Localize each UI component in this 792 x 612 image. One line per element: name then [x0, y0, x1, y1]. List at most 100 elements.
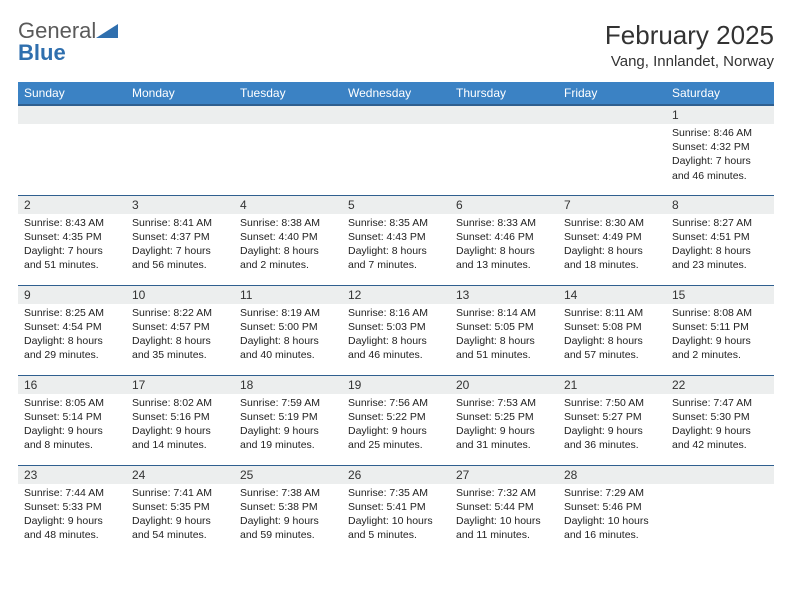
sunset-line: Sunset: 5:25 PM [456, 410, 552, 424]
sunset-line: Sunset: 4:32 PM [672, 140, 768, 154]
sunrise-line: Sunrise: 7:29 AM [564, 486, 660, 500]
daylight-line: Daylight: 8 hours and 13 minutes. [456, 244, 552, 272]
day-number: 19 [342, 376, 450, 394]
sunrise-line: Sunrise: 8:22 AM [132, 306, 228, 320]
day-body: Sunrise: 7:50 AMSunset: 5:27 PMDaylight:… [558, 394, 666, 457]
day-body: Sunrise: 8:46 AMSunset: 4:32 PMDaylight:… [666, 124, 774, 187]
daylight-line: Daylight: 9 hours and 14 minutes. [132, 424, 228, 452]
sunset-line: Sunset: 5:16 PM [132, 410, 228, 424]
sunset-line: Sunset: 5:08 PM [564, 320, 660, 334]
sunset-line: Sunset: 5:14 PM [24, 410, 120, 424]
day-body: Sunrise: 8:38 AMSunset: 4:40 PMDaylight:… [234, 214, 342, 277]
day-body: Sunrise: 7:53 AMSunset: 5:25 PMDaylight:… [450, 394, 558, 457]
day-body: Sunrise: 7:47 AMSunset: 5:30 PMDaylight:… [666, 394, 774, 457]
weekday-header: Monday [126, 82, 234, 105]
day-number: 7 [558, 196, 666, 214]
sunset-line: Sunset: 4:54 PM [24, 320, 120, 334]
day-body: Sunrise: 8:30 AMSunset: 4:49 PMDaylight:… [558, 214, 666, 277]
sunrise-line: Sunrise: 8:05 AM [24, 396, 120, 410]
day-body-empty [342, 124, 450, 184]
day-number: 18 [234, 376, 342, 394]
day-number: 11 [234, 286, 342, 304]
day-number: 24 [126, 466, 234, 484]
sunrise-line: Sunrise: 8:41 AM [132, 216, 228, 230]
calendar-cell: 13Sunrise: 8:14 AMSunset: 5:05 PMDayligh… [450, 285, 558, 375]
calendar-cell [126, 105, 234, 195]
day-number: 25 [234, 466, 342, 484]
sunrise-line: Sunrise: 8:46 AM [672, 126, 768, 140]
calendar-cell: 25Sunrise: 7:38 AMSunset: 5:38 PMDayligh… [234, 465, 342, 555]
day-body-empty [18, 124, 126, 184]
weekday-header: Sunday [18, 82, 126, 105]
calendar-week: 23Sunrise: 7:44 AMSunset: 5:33 PMDayligh… [18, 465, 774, 555]
day-number: 27 [450, 466, 558, 484]
sunset-line: Sunset: 4:51 PM [672, 230, 768, 244]
daylight-line: Daylight: 10 hours and 16 minutes. [564, 514, 660, 542]
weekday-header: Tuesday [234, 82, 342, 105]
calendar-cell: 1Sunrise: 8:46 AMSunset: 4:32 PMDaylight… [666, 105, 774, 195]
sunrise-line: Sunrise: 7:32 AM [456, 486, 552, 500]
daylight-line: Daylight: 9 hours and 48 minutes. [24, 514, 120, 542]
calendar-cell: 23Sunrise: 7:44 AMSunset: 5:33 PMDayligh… [18, 465, 126, 555]
sunrise-line: Sunrise: 7:35 AM [348, 486, 444, 500]
sunset-line: Sunset: 5:38 PM [240, 500, 336, 514]
daylight-line: Daylight: 9 hours and 19 minutes. [240, 424, 336, 452]
day-body: Sunrise: 8:08 AMSunset: 5:11 PMDaylight:… [666, 304, 774, 367]
calendar-cell: 28Sunrise: 7:29 AMSunset: 5:46 PMDayligh… [558, 465, 666, 555]
day-number: 6 [450, 196, 558, 214]
calendar-cell: 2Sunrise: 8:43 AMSunset: 4:35 PMDaylight… [18, 195, 126, 285]
calendar-cell [450, 105, 558, 195]
daylight-line: Daylight: 9 hours and 25 minutes. [348, 424, 444, 452]
sunset-line: Sunset: 5:05 PM [456, 320, 552, 334]
calendar-week: 2Sunrise: 8:43 AMSunset: 4:35 PMDaylight… [18, 195, 774, 285]
calendar-cell: 4Sunrise: 8:38 AMSunset: 4:40 PMDaylight… [234, 195, 342, 285]
day-body: Sunrise: 7:29 AMSunset: 5:46 PMDaylight:… [558, 484, 666, 547]
calendar-cell: 5Sunrise: 8:35 AMSunset: 4:43 PMDaylight… [342, 195, 450, 285]
calendar-cell: 11Sunrise: 8:19 AMSunset: 5:00 PMDayligh… [234, 285, 342, 375]
sunrise-line: Sunrise: 8:33 AM [456, 216, 552, 230]
day-number: 9 [18, 286, 126, 304]
calendar-cell: 17Sunrise: 8:02 AMSunset: 5:16 PMDayligh… [126, 375, 234, 465]
calendar-cell: 15Sunrise: 8:08 AMSunset: 5:11 PMDayligh… [666, 285, 774, 375]
calendar-cell [666, 465, 774, 555]
sunrise-line: Sunrise: 8:08 AM [672, 306, 768, 320]
day-number-empty [234, 106, 342, 124]
day-number-empty [450, 106, 558, 124]
daylight-line: Daylight: 9 hours and 2 minutes. [672, 334, 768, 362]
calendar-cell: 9Sunrise: 8:25 AMSunset: 4:54 PMDaylight… [18, 285, 126, 375]
day-body-empty [558, 124, 666, 184]
sunset-line: Sunset: 5:22 PM [348, 410, 444, 424]
sunset-line: Sunset: 4:46 PM [456, 230, 552, 244]
sunrise-line: Sunrise: 7:53 AM [456, 396, 552, 410]
sunrise-line: Sunrise: 8:16 AM [348, 306, 444, 320]
sunset-line: Sunset: 4:35 PM [24, 230, 120, 244]
sunset-line: Sunset: 4:40 PM [240, 230, 336, 244]
calendar-week: 9Sunrise: 8:25 AMSunset: 4:54 PMDaylight… [18, 285, 774, 375]
calendar-cell: 18Sunrise: 7:59 AMSunset: 5:19 PMDayligh… [234, 375, 342, 465]
logo-text: General Blue [18, 20, 118, 64]
sunset-line: Sunset: 4:49 PM [564, 230, 660, 244]
day-number: 22 [666, 376, 774, 394]
daylight-line: Daylight: 8 hours and 2 minutes. [240, 244, 336, 272]
calendar-cell: 20Sunrise: 7:53 AMSunset: 5:25 PMDayligh… [450, 375, 558, 465]
sunset-line: Sunset: 5:03 PM [348, 320, 444, 334]
day-number: 8 [666, 196, 774, 214]
logo: General Blue [18, 20, 118, 64]
day-number-empty [18, 106, 126, 124]
sunset-line: Sunset: 5:27 PM [564, 410, 660, 424]
day-number: 4 [234, 196, 342, 214]
day-number-empty [342, 106, 450, 124]
day-number-empty [126, 106, 234, 124]
daylight-line: Daylight: 7 hours and 56 minutes. [132, 244, 228, 272]
day-number: 12 [342, 286, 450, 304]
day-body-empty [234, 124, 342, 184]
calendar-cell: 14Sunrise: 8:11 AMSunset: 5:08 PMDayligh… [558, 285, 666, 375]
day-number: 16 [18, 376, 126, 394]
weekday-header: Friday [558, 82, 666, 105]
header: General Blue February 2025 Vang, Innland… [18, 20, 774, 70]
day-body: Sunrise: 7:56 AMSunset: 5:22 PMDaylight:… [342, 394, 450, 457]
daylight-line: Daylight: 10 hours and 11 minutes. [456, 514, 552, 542]
calendar-cell: 22Sunrise: 7:47 AMSunset: 5:30 PMDayligh… [666, 375, 774, 465]
day-number: 14 [558, 286, 666, 304]
calendar-head: SundayMondayTuesdayWednesdayThursdayFrid… [18, 82, 774, 105]
